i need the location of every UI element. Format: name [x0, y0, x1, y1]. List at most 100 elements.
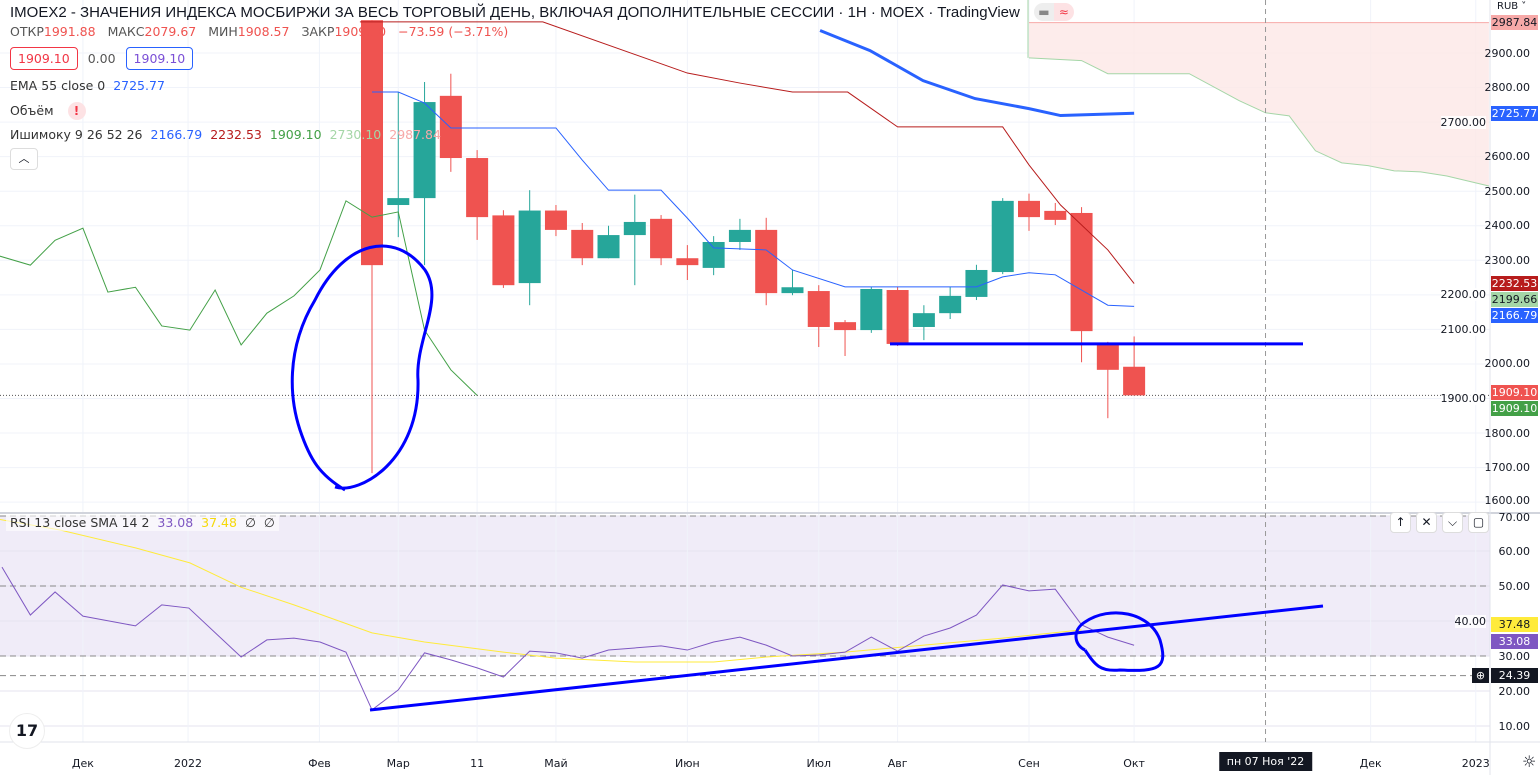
price-tag: 2987.84: [1491, 15, 1538, 31]
sell-button[interactable]: 1909.10: [10, 47, 78, 70]
approx-icon[interactable]: ≈: [1053, 3, 1074, 21]
ichimoku-legend[interactable]: Ишимоку 9 26 52 26 2166.79 2232.53 1909.…: [10, 127, 441, 142]
price-tag: 2199.66: [1491, 292, 1538, 308]
candle: [834, 320, 857, 357]
price-tick-label: 2300.00: [1484, 253, 1531, 267]
candle-body: [1018, 200, 1040, 218]
trade-buttons: 1909.10 0.00 1909.10: [10, 47, 194, 70]
candle: [387, 92, 410, 238]
candle: [965, 264, 988, 301]
chevron-up-icon: ︿: [18, 152, 30, 165]
buy-button[interactable]: 1909.10: [125, 47, 194, 70]
close-label: ЗАКР: [301, 24, 335, 39]
rsi-sma-value: 37.48: [201, 515, 237, 530]
volume-legend[interactable]: Объём!: [10, 102, 86, 120]
candle-body: [965, 269, 988, 297]
collapse-legend-button[interactable]: ︿: [10, 148, 38, 170]
price-tick-label: 2700.00: [1440, 115, 1486, 129]
collapse-pane-icon[interactable]: ⌵: [1442, 512, 1463, 533]
candle: [886, 286, 909, 346]
rsi-tick-label: 40.00: [1454, 614, 1486, 628]
rsi-legend[interactable]: RSI 13 close SMA 14 2 33.08 37.48 ∅ ∅: [6, 514, 279, 531]
drawing-ellipse: [290, 244, 434, 492]
ema-value: 2725.77: [113, 78, 165, 93]
candle-body: [860, 288, 883, 331]
price-tick-label: 2600.00: [1484, 150, 1531, 164]
rsi-tick-label: 30.00: [1498, 649, 1531, 663]
warning-icon[interactable]: !: [67, 102, 86, 120]
candle: [597, 225, 620, 259]
price-tick-label: 1700.00: [1484, 461, 1531, 475]
price-tag: 1909.10: [1491, 385, 1538, 401]
price-tick-label: 1800.00: [1484, 426, 1531, 440]
time-tick-label: 11: [470, 757, 485, 770]
ema-label: EMA 55 close 0: [10, 78, 106, 93]
candle-body: [361, 20, 383, 266]
close-pane-icon[interactable]: ✕: [1416, 512, 1437, 533]
open-value: 1991.88: [43, 24, 96, 39]
time-tick-label: Мар: [386, 757, 410, 770]
price-tick-label: 2100.00: [1440, 322, 1486, 336]
high-label: МАКС: [107, 24, 145, 39]
time-tick-label: Фев: [308, 757, 331, 770]
candle-body: [623, 221, 646, 236]
time-tick-label: Окт: [1123, 757, 1145, 770]
candle: [544, 205, 567, 237]
crosshair-time-label: пн 07 Ноя '22: [1218, 752, 1313, 771]
open-label: ОТКР: [10, 24, 44, 39]
rsi-tag: 24.39: [1491, 668, 1538, 684]
candle: [1096, 341, 1119, 419]
candle-body: [466, 158, 489, 218]
time-tick-label: 2022: [174, 757, 203, 770]
candle-body: [1123, 366, 1146, 396]
candle: [492, 210, 515, 288]
candle-body: [991, 200, 1014, 273]
candle-body: [886, 290, 909, 344]
candle: [466, 150, 489, 240]
ohlc-legend: ОТКР1991.88 МАКС2079.67 МИН1908.57 ЗАКР1…: [10, 24, 516, 39]
candle-body: [439, 95, 462, 159]
change-value: −73.59 (−3.71%): [398, 24, 509, 39]
add-alert-plus-icon[interactable]: ⊕: [1472, 668, 1489, 684]
candle: [1123, 336, 1146, 396]
time-tick-label: Июн: [675, 757, 700, 770]
candle: [807, 285, 830, 348]
rsi-tick-label: 70.00: [1498, 510, 1531, 524]
candle-body: [912, 313, 935, 327]
minus-icon[interactable]: ▬: [1033, 3, 1054, 21]
candle: [912, 305, 935, 341]
drawing-rsi-ellipse: [1074, 611, 1165, 672]
price-tick-label: 1600.00: [1484, 493, 1531, 507]
candle: [702, 236, 725, 276]
rsi-tag: 37.48: [1491, 617, 1538, 633]
candle: [860, 286, 883, 333]
currency-selector[interactable]: RUB ˅: [1497, 1, 1527, 12]
settings-gear-icon[interactable]: ☼: [1522, 752, 1537, 771]
move-pane-up-icon[interactable]: ↑: [1390, 512, 1411, 533]
tradingview-logo[interactable]: 17: [9, 713, 45, 749]
price-tick-label: 2500.00: [1484, 184, 1531, 198]
rsi-tick-label: 20.00: [1498, 684, 1531, 698]
rsi-value: 33.08: [157, 515, 194, 530]
candle-body: [544, 210, 567, 230]
price-tick-label: 2800.00: [1484, 81, 1531, 95]
candle-body: [1044, 210, 1067, 220]
ichimoku-tenkan-value: 2166.79: [150, 127, 203, 142]
ichimoku-cloud: [1029, 22, 1489, 187]
candle: [439, 73, 462, 172]
high-value: 2079.67: [144, 24, 197, 39]
maximize-pane-icon[interactable]: ▢: [1468, 512, 1489, 533]
candle-body: [755, 229, 778, 294]
close-value: 1909.10: [334, 24, 387, 39]
time-tick-label: Май: [544, 757, 568, 770]
candle-body: [1096, 343, 1119, 370]
ema-legend[interactable]: EMA 55 close 0 2725.77: [10, 78, 165, 93]
candle-body: [939, 295, 962, 314]
price-tick-label: 2200.00: [1440, 288, 1486, 302]
candle: [1044, 202, 1067, 226]
candle-body: [702, 241, 725, 268]
rsi-line: [1, 566, 1135, 711]
rsi-tag: 33.08: [1491, 633, 1538, 649]
candle: [991, 198, 1014, 275]
